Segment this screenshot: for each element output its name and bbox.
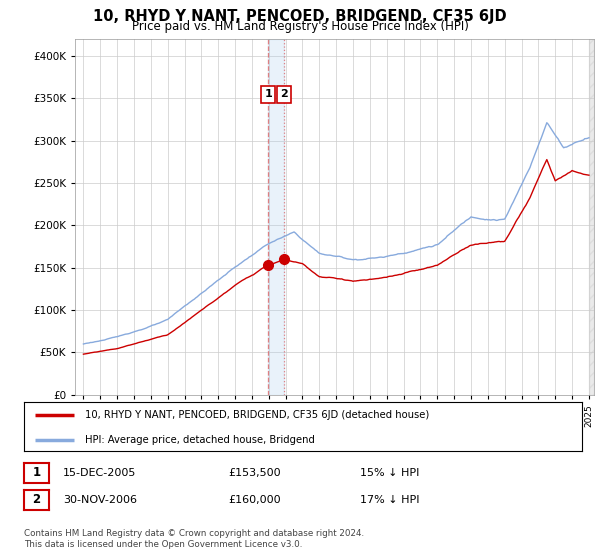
Text: HPI: Average price, detached house, Bridgend: HPI: Average price, detached house, Brid… [85, 435, 315, 445]
Text: Contains HM Land Registry data © Crown copyright and database right 2024.
This d: Contains HM Land Registry data © Crown c… [24, 529, 364, 549]
Text: 2: 2 [32, 493, 41, 506]
Text: 10, RHYD Y NANT, PENCOED, BRIDGEND, CF35 6JD: 10, RHYD Y NANT, PENCOED, BRIDGEND, CF35… [93, 9, 507, 24]
Text: £160,000: £160,000 [228, 495, 281, 505]
Text: 17% ↓ HPI: 17% ↓ HPI [360, 495, 419, 505]
Text: Price paid vs. HM Land Registry's House Price Index (HPI): Price paid vs. HM Land Registry's House … [131, 20, 469, 33]
Text: 1: 1 [32, 466, 41, 479]
Bar [589, 39, 594, 395]
Text: 15% ↓ HPI: 15% ↓ HPI [360, 468, 419, 478]
Text: 30-NOV-2006: 30-NOV-2006 [63, 495, 137, 505]
Text: 15-DEC-2005: 15-DEC-2005 [63, 468, 136, 478]
Bar [268, 39, 284, 395]
Text: £153,500: £153,500 [228, 468, 281, 478]
Text: 2: 2 [280, 89, 288, 99]
Text: 10, RHYD Y NANT, PENCOED, BRIDGEND, CF35 6JD (detached house): 10, RHYD Y NANT, PENCOED, BRIDGEND, CF35… [85, 410, 430, 420]
Text: 1: 1 [264, 89, 272, 99]
